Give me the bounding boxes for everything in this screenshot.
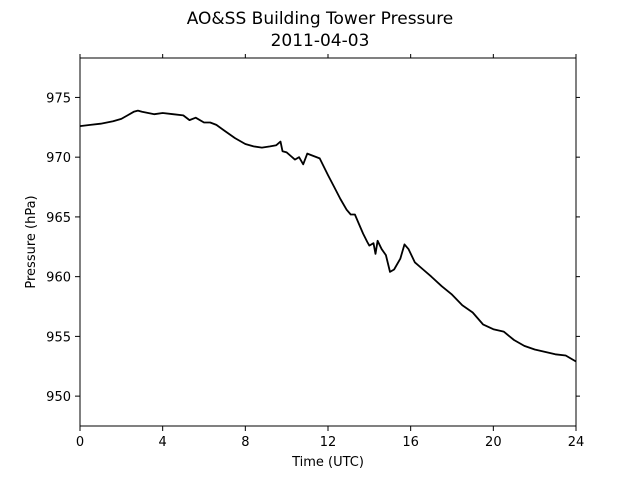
x-tick-label: 20 [485, 435, 502, 450]
x-tick-label: 4 [159, 435, 167, 450]
y-tick-label: 950 [46, 390, 71, 405]
x-tick-label: 16 [402, 435, 419, 450]
pressure-series-line [79, 109, 577, 363]
y-tick-label: 965 [46, 211, 71, 226]
x-tick-label: 24 [568, 435, 585, 450]
y-tick-label: 970 [46, 151, 71, 166]
x-tick-label: 8 [241, 435, 249, 450]
chart-subtitle: 2011-04-03 [271, 31, 370, 51]
axis-ticks: 0 4 8 12 16 20 24 950 955 960 965 970 975 [46, 54, 584, 450]
x-tick-label: 12 [320, 435, 337, 450]
x-tick-label: 0 [76, 435, 84, 450]
chart-title: AO&SS Building Tower Pressure [187, 9, 454, 29]
y-tick-label: 960 [46, 271, 71, 286]
y-axis-label: Pressure (hPa) [24, 195, 39, 288]
plot-area-frame [79, 57, 577, 427]
y-tick-label: 955 [46, 330, 71, 345]
x-axis-label: Time (UTC) [291, 455, 364, 470]
y-tick-label: 975 [46, 91, 71, 106]
